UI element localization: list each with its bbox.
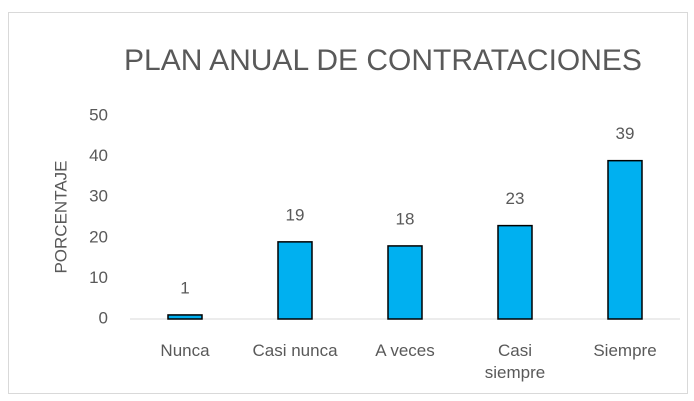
bar	[167, 314, 203, 320]
y-tick-label: 30	[89, 187, 108, 206]
data-label: 18	[396, 209, 415, 228]
bar	[387, 245, 423, 320]
bar	[277, 241, 313, 320]
x-tick-label: A veces	[375, 341, 435, 360]
x-tick-label: Nunca	[160, 341, 210, 360]
data-label: 1	[180, 278, 189, 297]
x-tick-label: Casi siempre	[484, 341, 546, 382]
y-tick-label: 10	[89, 268, 108, 287]
x-tick-label: Casi nunca	[252, 341, 338, 360]
x-tick-label: Siempre	[593, 341, 657, 360]
y-axis-label: PORCENTAJE	[51, 160, 70, 273]
data-label: 39	[616, 124, 635, 143]
bar	[607, 159, 643, 320]
y-tick-label: 20	[89, 227, 108, 246]
y-tick-label: 40	[89, 146, 108, 165]
data-label: 23	[506, 189, 525, 208]
data-label: 19	[286, 205, 305, 224]
y-tick-label: 0	[99, 308, 108, 327]
bar	[497, 224, 533, 320]
y-tick-label: 50	[89, 105, 108, 124]
chart-title: PLAN ANUAL DE CONTRATACIONES	[124, 44, 642, 77]
chart-frame	[8, 12, 688, 394]
